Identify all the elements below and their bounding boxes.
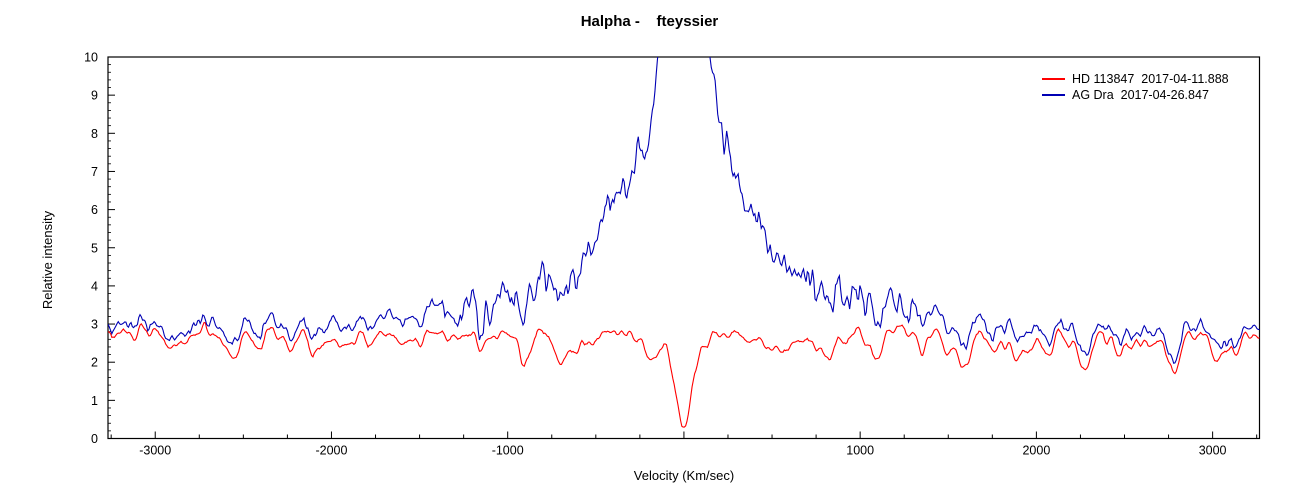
svg-text:6: 6	[91, 203, 98, 217]
svg-text:5: 5	[91, 241, 98, 255]
svg-text:9: 9	[91, 89, 98, 103]
svg-text:HD 113847 2017-04-11.888: HD 113847 2017-04-11.888	[1072, 72, 1229, 86]
svg-text:Halpha - fteyssier: Halpha - fteyssier	[581, 13, 719, 30]
svg-text:0: 0	[91, 432, 98, 446]
svg-text:1: 1	[91, 394, 98, 408]
svg-text:-2000: -2000	[315, 444, 347, 458]
svg-text:2000: 2000	[1022, 444, 1050, 458]
svg-text:3000: 3000	[1199, 444, 1227, 458]
svg-text:10: 10	[84, 51, 98, 65]
svg-text:-1000: -1000	[492, 444, 524, 458]
svg-text:3: 3	[91, 318, 98, 332]
svg-text:7: 7	[91, 165, 98, 179]
svg-text:Velocity (Km/sec): Velocity (Km/sec)	[634, 468, 734, 483]
svg-text:-3000: -3000	[139, 444, 171, 458]
svg-text:Relative intensity: Relative intensity	[40, 210, 55, 309]
svg-text:2: 2	[91, 356, 98, 370]
svg-text:8: 8	[91, 127, 98, 141]
svg-text:1000: 1000	[846, 444, 874, 458]
svg-text:4: 4	[91, 279, 98, 293]
svg-text:AG Dra 2017-04-26.847: AG Dra 2017-04-26.847	[1072, 88, 1209, 102]
